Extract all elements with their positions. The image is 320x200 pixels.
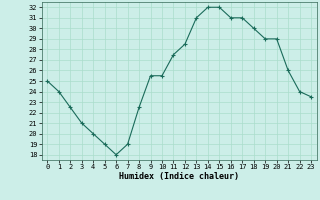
X-axis label: Humidex (Indice chaleur): Humidex (Indice chaleur) [119,172,239,181]
